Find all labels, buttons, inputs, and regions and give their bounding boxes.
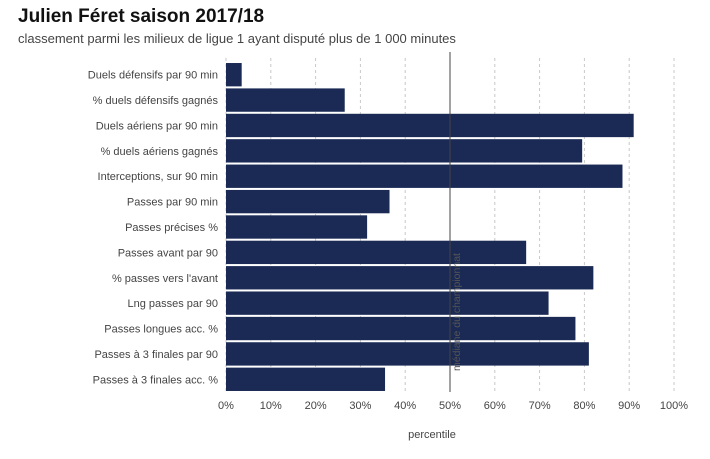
category-label: Passes par 90 min bbox=[127, 197, 218, 209]
category-label: Passes avant par 90 bbox=[118, 247, 218, 259]
category-label: Interceptions, sur 90 min bbox=[98, 171, 218, 183]
category-label: Passes longues acc. % bbox=[104, 324, 218, 336]
bar bbox=[226, 342, 589, 366]
category-label: % duels défensifs gagnés bbox=[93, 95, 219, 107]
x-tick-label: 20% bbox=[305, 400, 327, 412]
x-tick-label: 0% bbox=[218, 400, 234, 412]
bars bbox=[226, 63, 634, 391]
x-tick-label: 40% bbox=[394, 400, 416, 412]
x-axis-title: percentile bbox=[408, 429, 456, 441]
x-tick-label: 50% bbox=[439, 400, 461, 412]
category-label: % passes vers l'avant bbox=[112, 273, 218, 285]
category-label: Duels défensifs par 90 min bbox=[88, 70, 218, 82]
category-labels: Duels défensifs par 90 min % duels défens… bbox=[88, 70, 219, 387]
bar bbox=[226, 139, 583, 163]
category-label: Duels aériens par 90 min bbox=[96, 120, 218, 132]
category-label: Lng passes par 90 bbox=[127, 298, 218, 310]
x-tick-label: 100% bbox=[660, 400, 688, 412]
category-label: % duels aériens gagnés bbox=[101, 146, 219, 158]
reference-line-label: médiane du championnat bbox=[451, 253, 463, 371]
chart-title: Julien Féret saison 2017/18 bbox=[18, 6, 265, 27]
category-label: Passes à 3 finales acc. % bbox=[93, 374, 219, 386]
bar bbox=[226, 113, 634, 138]
bar bbox=[226, 266, 594, 290]
x-tick-label: 70% bbox=[529, 400, 551, 412]
x-tick-label: 30% bbox=[349, 400, 371, 412]
chart-subtitle: classement parmi les milieux de ligue 1 … bbox=[18, 31, 456, 46]
x-tick-labels: 0% 10% 20% 30% 40% 50% 60% 70% 80% 90% 100% bbox=[218, 400, 688, 412]
category-label: Passes à 3 finales par 90 bbox=[94, 349, 218, 361]
bar bbox=[226, 240, 527, 265]
bar bbox=[226, 189, 390, 214]
bar bbox=[226, 316, 576, 341]
x-tick-label: 90% bbox=[618, 400, 640, 412]
bar bbox=[226, 63, 242, 87]
bar bbox=[226, 367, 386, 391]
bar bbox=[226, 164, 623, 188]
bar bbox=[226, 215, 368, 239]
bar bbox=[226, 88, 345, 112]
reference-line-group: médiane du championnat bbox=[449, 52, 463, 392]
x-tick-label: 60% bbox=[484, 400, 506, 412]
category-label: Passes précises % bbox=[125, 222, 218, 234]
x-tick-label: 80% bbox=[573, 400, 595, 412]
x-tick-label: 10% bbox=[260, 400, 282, 412]
bar bbox=[226, 291, 549, 315]
